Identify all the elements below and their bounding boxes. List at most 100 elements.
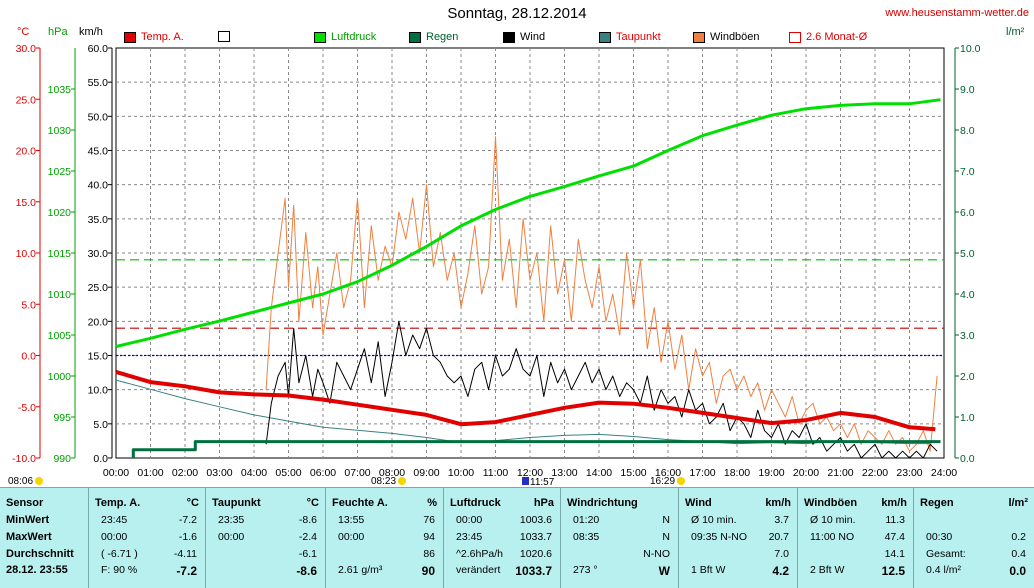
stat-value: 20.7 (768, 531, 789, 543)
stat-label: 0.4 l/m² (926, 564, 962, 576)
stats-column: Feuchte A.% 13:55 76 00:00 94 86 2.61 g/m³ 90 (325, 488, 443, 588)
x-tick-label: 23:00 (896, 467, 922, 479)
column-unit: l/m² (1008, 497, 1028, 509)
x-tick-label: 05:00 (275, 467, 301, 479)
stats-column: Regen l/m² 00:30 0.2 Gesamt: 0.4 0.4 l/m² 0.0 (913, 488, 1034, 588)
stat-value: -6.1 (298, 548, 317, 560)
pressure-tick-label: 1000 (48, 371, 72, 383)
stat-value: 11.3 (885, 514, 905, 526)
x-tick-label: 09:00 (413, 467, 439, 479)
stat-value: -8.6 (296, 564, 317, 578)
column-header: Feuchte A. (332, 497, 388, 509)
x-tick-label: 04:00 (241, 467, 267, 479)
stat-label: 00:00 (338, 531, 365, 543)
series-line-regen (131, 440, 941, 458)
x-tick-label: 17:00 (689, 467, 715, 479)
column-unit: °C (306, 497, 319, 509)
stats-column: Temp. A. °C 23:45 -7.2 00:00 -1.6 ( -6.71 ) -4.… (88, 488, 205, 588)
column-header: Taupunkt (212, 497, 261, 509)
stat-label: 00:00 (101, 531, 128, 543)
stat-value: 1033.7 (515, 564, 552, 578)
wind-tick-label: 35.0 (88, 214, 109, 226)
marker-left: 08:06 (8, 476, 44, 487)
stats-column: Luftdruck hPa 00:00 1003.6 23:45 1033.7 ^2.6hP… (443, 488, 560, 588)
wind-tick-label: 60.0 (88, 43, 109, 55)
legend-item: 2.6 Monat-Ø (789, 31, 867, 43)
stat-label: 23:45 (101, 514, 128, 526)
temp-tick-label: -5.0 (18, 402, 36, 414)
stat-label: 09:35 N-NO (691, 531, 748, 543)
stats-row-labels: Sensor MinWert MaxWert Durchschnitt 28.12. 2… (0, 488, 88, 588)
stat-label: 23:45 (456, 531, 483, 543)
website-label[interactable]: www.heusenstamm-wetter.de (885, 7, 1029, 19)
stat-value: -7.2 (176, 564, 197, 578)
stat-label: 11:00 NO (810, 531, 855, 543)
legend-swatch (693, 31, 705, 43)
series-line-taupunkt (115, 379, 931, 445)
legend-swatch (218, 31, 230, 42)
stats-column: Wind km/h Ø 10 min. 3.7 09:35 N-NO 20.7 7.0 1 B… (678, 488, 797, 588)
stat-value: -4.11 (173, 548, 197, 560)
stat-label: ( -6.71 ) (101, 548, 138, 560)
stat-value: N-NO (643, 548, 670, 560)
column-header: Luftdruck (450, 497, 501, 509)
x-tick-label: 18:00 (724, 467, 750, 479)
x-tick-label: 19:00 (758, 467, 784, 479)
pressure-tick-label: 995 (53, 412, 71, 424)
legend-item: Temp. A. (124, 31, 184, 43)
column-unit: km/h (765, 497, 791, 509)
x-tick-label: 22:00 (862, 467, 888, 479)
stat-value: 47.4 (884, 531, 905, 543)
stat-label: F: 90 % (101, 564, 138, 576)
wind-tick-label: 5.0 (93, 419, 108, 431)
stat-value: 76 (423, 514, 435, 526)
legend-swatch (314, 31, 326, 43)
stat-value: 1020.6 (519, 548, 552, 560)
pressure-tick-label: 1035 (48, 84, 72, 96)
wind-tick-label: 55.0 (88, 77, 109, 89)
stats-column: Windböen km/h Ø 10 min. 11.3 11:00 NO 47.4 14.… (797, 488, 913, 588)
x-tick-label: 00:00 (103, 467, 129, 479)
wind-tick-label: 0.0 (93, 453, 108, 465)
legend-swatch (789, 31, 801, 43)
wind-unit-label: km/h (79, 26, 103, 38)
stat-label: 2 Bft W (810, 564, 845, 576)
row-label: 28.12. 23:55 (6, 564, 68, 576)
column-unit: km/h (881, 497, 907, 509)
legend-label: Windböen (710, 31, 760, 43)
stat-value: 1033.7 (519, 531, 552, 543)
wind-tick-label: 50.0 (88, 111, 109, 123)
stat-value: N (662, 514, 670, 526)
x-tick-label: 21:00 (827, 467, 853, 479)
stat-value: -8.6 (298, 514, 317, 526)
legend-swatch (599, 31, 611, 43)
stat-value: 3.7 (774, 514, 789, 526)
pressure-tick-label: 1025 (48, 166, 72, 178)
x-tick-label: 03:00 (206, 467, 232, 479)
stat-value: 0.0 (1009, 564, 1026, 578)
rain-tick-label: 0.0 (960, 453, 975, 465)
pressure-unit-label: hPa (48, 26, 68, 38)
x-tick-label: 20:00 (793, 467, 819, 479)
rain-tick-label: 10.0 (960, 43, 981, 55)
x-tick-label: 01:00 (137, 467, 163, 479)
x-tick-label: 12:00 (517, 467, 543, 479)
stat-value: N (662, 531, 670, 543)
legend-swatch (124, 31, 136, 43)
wind-tick-label: 20.0 (88, 316, 109, 328)
temp-tick-label: 5.0 (21, 299, 36, 311)
stat-value: 1003.6 (519, 514, 552, 526)
pressure-tick-label: 1015 (48, 248, 72, 260)
pressure-tick-label: 1020 (48, 207, 72, 219)
stat-value: 0.4 (1011, 548, 1026, 560)
stat-value: 14.1 (884, 548, 905, 560)
x-tick-label: 16:00 (655, 467, 681, 479)
stat-value: 94 (423, 531, 435, 543)
pressure-tick-label: 1010 (48, 289, 72, 301)
rain-tick-label: 8.0 (960, 125, 975, 137)
rain-tick-label: 9.0 (960, 84, 975, 96)
stat-value: 7.0 (774, 548, 789, 560)
noon-marker: 11:57 (522, 477, 554, 488)
stat-label: 01:20 (573, 514, 600, 526)
column-unit: % (427, 497, 437, 509)
